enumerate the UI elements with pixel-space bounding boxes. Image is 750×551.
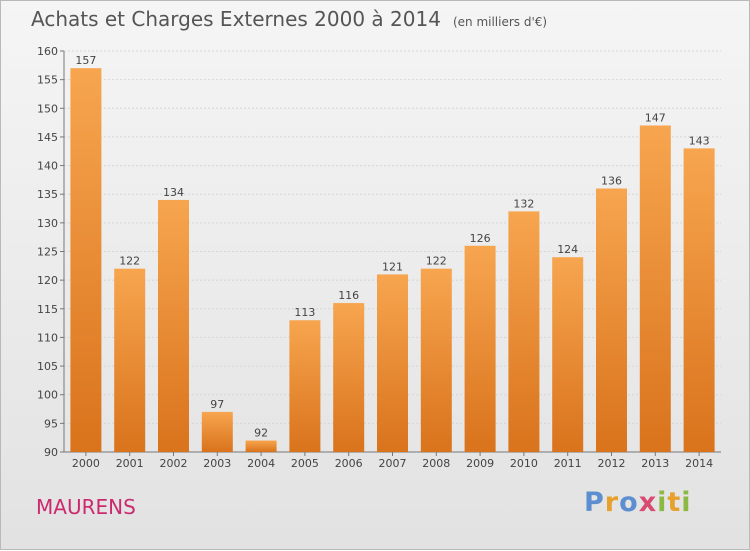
data-label-2013: 147 xyxy=(645,111,666,124)
data-label-2014: 143 xyxy=(689,134,710,147)
x-tick-label: 2013 xyxy=(641,457,669,470)
bar-2010 xyxy=(508,211,540,452)
y-tick-label: 150 xyxy=(37,102,58,115)
x-tick-label: 2009 xyxy=(466,457,494,470)
y-tick-label: 130 xyxy=(37,217,58,230)
bar-2009 xyxy=(464,245,496,452)
data-label-2012: 136 xyxy=(601,174,622,187)
bar-2002 xyxy=(158,199,189,452)
data-label-2002: 134 xyxy=(163,186,184,199)
bar-2001 xyxy=(114,268,146,452)
commune-name: MAURENS xyxy=(36,495,136,519)
x-tick-label: 2012 xyxy=(598,457,626,470)
bar-2000 xyxy=(70,68,102,452)
title-text: Achats et Charges Externes 2000 à 2014 xyxy=(31,7,441,31)
bar-2013 xyxy=(639,125,671,452)
bars xyxy=(70,68,715,452)
bar-2012 xyxy=(596,188,627,452)
y-tick-label: 100 xyxy=(37,389,58,402)
bar-2005 xyxy=(289,320,321,452)
x-tick-label: 2010 xyxy=(510,457,538,470)
bar-2007 xyxy=(377,274,408,452)
x-tick-label: 2002 xyxy=(160,457,188,470)
y-tick-label: 140 xyxy=(37,160,58,173)
bar-2003 xyxy=(201,411,233,452)
y-tick-label: 110 xyxy=(37,331,58,344)
bar-2008 xyxy=(420,268,452,452)
proxiti-logo[interactable]: Proxiti xyxy=(584,487,692,518)
bar-2014 xyxy=(683,148,715,452)
data-label-2001: 122 xyxy=(119,255,140,268)
x-tick-label: 2007 xyxy=(379,457,407,470)
y-tick-label: 115 xyxy=(37,303,58,316)
data-label-2000: 157 xyxy=(75,54,96,67)
y-tick-label: 145 xyxy=(37,131,58,144)
bar-2004 xyxy=(245,440,277,452)
y-tick-label: 120 xyxy=(37,274,58,287)
x-tick-label: 2001 xyxy=(116,457,144,470)
x-tick-label: 2000 xyxy=(72,457,100,470)
y-tick-label: 125 xyxy=(37,246,58,259)
y-tick-label: 105 xyxy=(37,360,58,373)
data-label-2010: 132 xyxy=(513,197,534,210)
y-tick-label: 135 xyxy=(37,188,58,201)
data-label-2009: 126 xyxy=(470,232,491,245)
data-label-2003: 97 xyxy=(210,398,224,411)
x-tick-label: 2011 xyxy=(554,457,582,470)
data-label-2004: 92 xyxy=(254,427,268,440)
x-tick-label: 2005 xyxy=(291,457,319,470)
data-label-2008: 122 xyxy=(426,255,447,268)
x-tick-label: 2008 xyxy=(422,457,450,470)
x-tick-label: 2014 xyxy=(685,457,713,470)
x-tick-label: 2004 xyxy=(247,457,275,470)
data-labels: 157 122 134 97 92 113 116 121 122 126 132 124 136 147… xyxy=(75,54,709,439)
data-label-2005: 113 xyxy=(294,306,315,319)
chart-title: Achats et Charges Externes 2000 à 2014 (e… xyxy=(31,7,547,31)
data-label-2007: 121 xyxy=(382,260,403,273)
title-unit: (en milliers d'€) xyxy=(452,15,548,29)
y-tick-label: 95 xyxy=(44,417,58,430)
x-tick-label: 2006 xyxy=(335,457,363,470)
x-tick-label: 2003 xyxy=(203,457,231,470)
bar-2006 xyxy=(333,303,365,452)
y-tick-label: 160 xyxy=(37,45,58,58)
data-label-2011: 124 xyxy=(557,243,578,256)
y-tick-label: 155 xyxy=(37,74,58,87)
y-tick-label: 90 xyxy=(44,446,58,459)
bar-2011 xyxy=(552,257,584,452)
data-label-2006: 116 xyxy=(338,289,359,302)
